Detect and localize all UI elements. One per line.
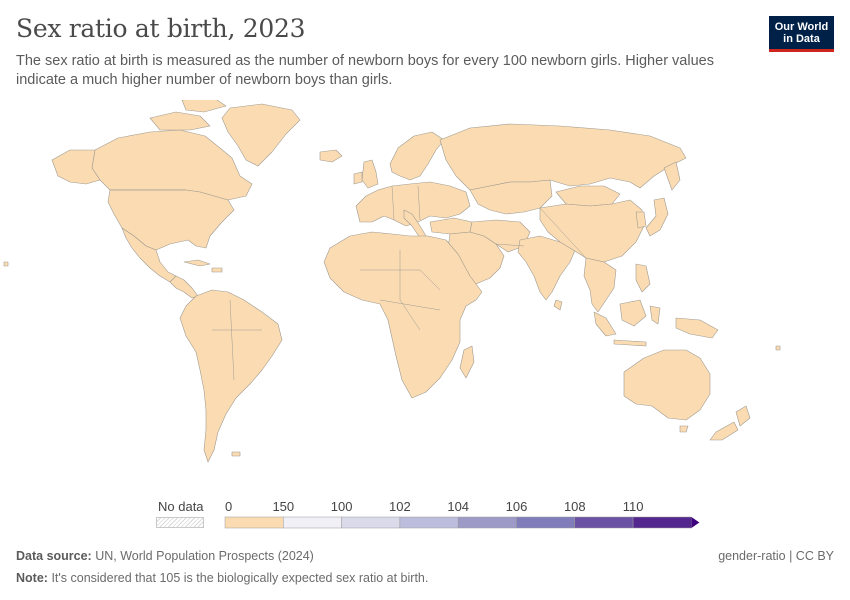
iran-region xyxy=(469,219,531,253)
central-asia xyxy=(469,179,553,215)
border-africa-1 xyxy=(360,269,441,291)
country-turkey xyxy=(429,217,473,235)
country-mongolia xyxy=(555,185,621,207)
country-indonesia-sulawesi xyxy=(649,305,661,325)
border-africa-3 xyxy=(379,299,441,311)
country-new-guinea xyxy=(675,317,719,339)
arctic-islands xyxy=(149,111,211,131)
country-korea xyxy=(635,211,647,229)
logo-line-2: in Data xyxy=(783,33,820,45)
kamchatka xyxy=(663,161,681,191)
logo-line-1: Our World xyxy=(774,21,829,33)
footer-source-text[interactable]: UN, World Population Prospects (2024) xyxy=(95,549,314,563)
border-asia-1 xyxy=(539,207,587,259)
country-madagascar xyxy=(459,345,475,379)
legend-bin-3[interactable] xyxy=(399,516,459,529)
country-hawaii xyxy=(3,261,9,267)
footer-source-label: Data source: xyxy=(16,549,92,563)
central-america xyxy=(169,275,199,299)
legend-no-data-label: No data xyxy=(158,499,204,514)
legend-tick-label-5: 106 xyxy=(506,499,528,514)
border-sa-2 xyxy=(229,299,235,381)
country-indonesia-borneo xyxy=(619,299,647,327)
footer-note-text: It's considered that 105 is the biologic… xyxy=(51,571,429,585)
legend-tick-label-6: 108 xyxy=(564,499,586,514)
footer-note: Note: It's considered that 105 is the bi… xyxy=(16,571,428,585)
country-sri-lanka xyxy=(553,299,563,311)
legend-bin-6[interactable] xyxy=(574,516,634,529)
country-indonesia-java xyxy=(613,339,647,347)
footer-source: Data source: UN, World Population Prospe… xyxy=(16,549,314,563)
south-america xyxy=(179,289,283,463)
legend-bin-1[interactable] xyxy=(283,516,342,529)
legend-end-arrow xyxy=(691,517,700,528)
legend-no-data-swatch[interactable] xyxy=(156,517,204,528)
country-hispaniola xyxy=(211,267,223,273)
country-iceland xyxy=(319,149,343,163)
border-europe-2 xyxy=(417,185,421,221)
country-usa xyxy=(107,189,235,251)
country-tasmania xyxy=(679,425,689,433)
country-australia xyxy=(623,349,711,421)
legend-tick-label-7: 110 xyxy=(623,499,644,514)
chart-subtitle: The sex ratio at birth is measured as th… xyxy=(16,53,714,88)
country-new-zealand xyxy=(735,405,751,427)
country-ireland xyxy=(353,171,363,185)
pacific-islands xyxy=(775,345,781,351)
country-cuba xyxy=(183,259,211,267)
legend-tick-label-2: 100 xyxy=(331,499,353,514)
legend-bin-2[interactable] xyxy=(341,516,401,529)
country-falklands xyxy=(231,451,241,457)
legend-bin-4[interactable] xyxy=(457,516,517,529)
southeast-asia xyxy=(583,257,617,313)
border-europe-1 xyxy=(391,185,395,221)
country-indonesia-sumatra xyxy=(593,311,617,337)
world-map[interactable] xyxy=(0,100,850,480)
country-new-zealand-south xyxy=(709,421,739,441)
country-uk xyxy=(361,159,379,189)
owid-logo[interactable]: Our World in Data xyxy=(769,16,834,52)
legend-tick-label-1: 150 xyxy=(272,499,294,514)
country-philippines xyxy=(635,263,651,293)
chart-title: Sex ratio at birth, 2023 xyxy=(16,14,306,43)
footer-note-label: Note: xyxy=(16,571,48,585)
legend-bin-7[interactable] xyxy=(632,516,692,529)
scandinavia xyxy=(389,131,445,181)
country-canada xyxy=(91,129,253,201)
legend-tick-label-4: 104 xyxy=(447,499,469,514)
country-greenland xyxy=(221,103,301,167)
africa xyxy=(323,231,483,399)
country-usa-alaska xyxy=(51,149,101,185)
footer-license[interactable]: gender-ratio | CC BY xyxy=(718,549,834,563)
country-china xyxy=(539,199,645,263)
legend-tick-label-0: 0 xyxy=(225,499,232,514)
legend-bin-5[interactable] xyxy=(516,516,576,529)
legend-tick-label-3: 102 xyxy=(389,499,411,514)
border-africa-2 xyxy=(399,250,421,331)
arctic-islands-2 xyxy=(181,100,227,113)
legend-bin-0[interactable] xyxy=(224,516,284,529)
country-japan xyxy=(645,197,669,237)
border-asia-2 xyxy=(495,243,525,247)
country-russia xyxy=(439,123,687,191)
